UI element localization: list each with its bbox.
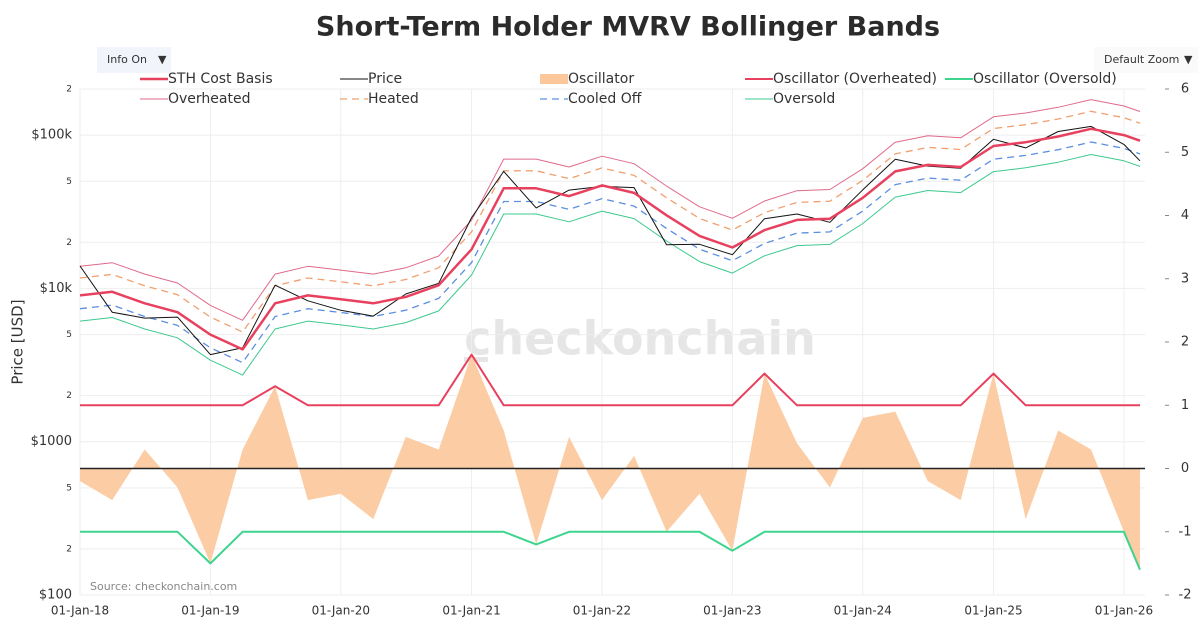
y2-tick-label: -1 [1179, 524, 1192, 539]
y-tick-label: $10k [40, 281, 73, 296]
series-line [79, 125, 1141, 356]
y2-tick-label: 6 [1181, 82, 1189, 97]
y2-tick-label: 5 [1181, 145, 1189, 160]
button-bg [97, 47, 171, 73]
y-tick-label: $100 [39, 588, 72, 603]
x-tick-label: 01-Jan-23 [703, 604, 761, 618]
series-line [79, 154, 1141, 376]
button-caret: ▼ [158, 53, 167, 66]
legend-swatch [540, 74, 568, 84]
legend-label: Oscillator (Overheated) [773, 71, 937, 87]
zoom-button[interactable]: Default Zoom ▼ [1094, 47, 1198, 73]
x-tick-label: 01-Jan-26 [1095, 604, 1153, 618]
series-line [79, 127, 1141, 351]
series-line [79, 141, 1141, 364]
y-tick-label: 5 [66, 177, 72, 187]
y-tick-label: 2 [66, 85, 72, 95]
legend-label: Cooled Off [568, 91, 642, 107]
series-line [79, 99, 1141, 321]
legend-item[interactable]: Oscillator (Overheated) [745, 71, 937, 87]
legend-label: STH Cost Basis [168, 71, 273, 87]
y2-tick-label: 3 [1181, 271, 1189, 286]
legend-item[interactable]: Oscillator [540, 71, 634, 87]
legend-item[interactable]: Oversold [745, 91, 835, 107]
legend-label: Oscillator [568, 71, 634, 87]
x-tick-label: 01-Jan-22 [573, 604, 631, 618]
y-tick-label: $1000 [31, 434, 72, 449]
y2-tick-label: 1 [1181, 398, 1189, 413]
series-line [80, 353, 1140, 407]
legend-label: Heated [368, 91, 419, 107]
legend-label: Price [368, 71, 402, 87]
y2-tick-label: 0 [1181, 461, 1189, 476]
button-bg [1094, 47, 1198, 73]
source-note: Source: checkonchain.com [90, 580, 237, 593]
legend-item[interactable]: STH Cost Basis [140, 71, 273, 87]
y-tick-label: 2 [66, 238, 72, 248]
x-tick-label: 01-Jan-19 [181, 604, 239, 618]
x-tick-label: 01-Jan-24 [834, 604, 892, 618]
x-tick-label: 01-Jan-21 [442, 604, 500, 618]
y2-tick-label: 2 [1181, 335, 1189, 350]
y-tick-label: 2 [66, 544, 72, 554]
series-line [79, 110, 1141, 333]
legend-item[interactable]: Oscillator (Oversold) [945, 71, 1117, 87]
button-label: Default Zoom [1104, 53, 1179, 66]
y2-tick-label: 4 [1181, 208, 1189, 223]
info-button[interactable]: Info On ▼ [97, 47, 171, 73]
y-tick-label: 2 [66, 391, 72, 401]
x-tick-label: 01-Jan-20 [312, 604, 370, 618]
x-tick-label: 01-Jan-18 [51, 604, 109, 618]
y-axis-label: Price [USD] [9, 299, 27, 384]
oscillator-area [80, 354, 1140, 570]
x-tick-label: 01-Jan-25 [964, 604, 1022, 618]
button-label: Info On [107, 53, 147, 66]
legend-item[interactable]: Heated [340, 91, 419, 107]
legend-item[interactable]: Overheated [140, 91, 250, 107]
y-tick-label: 5 [66, 483, 72, 493]
y-tick-label: 5 [66, 330, 72, 340]
legend-item[interactable]: Cooled Off [540, 91, 642, 107]
y-tick-label: $100k [31, 128, 72, 143]
button-caret: ▼ [1184, 53, 1193, 66]
legend-label: Oversold [773, 91, 835, 107]
y2-tick-label: -2 [1179, 588, 1192, 603]
legend-label: Overheated [168, 91, 250, 107]
series-line [80, 530, 1141, 571]
legend-label: Oscillator (Oversold) [973, 71, 1117, 87]
grid [79, 88, 1145, 596]
plot-area [79, 99, 1141, 571]
watermark: checkonchain [464, 312, 816, 366]
legend-item[interactable]: Price [340, 71, 402, 87]
chart-title: Short-Term Holder MVRV Bollinger Bands [316, 12, 940, 43]
watermark-bar [464, 357, 488, 362]
